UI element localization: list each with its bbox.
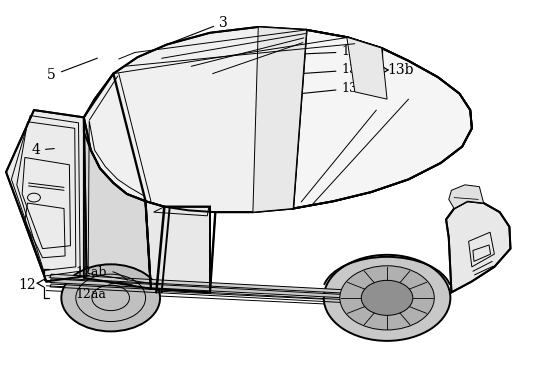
- Polygon shape: [449, 185, 484, 209]
- Circle shape: [324, 255, 450, 341]
- Polygon shape: [50, 279, 345, 298]
- Polygon shape: [84, 27, 472, 212]
- Polygon shape: [84, 117, 151, 289]
- Text: 12: 12: [19, 278, 37, 292]
- Text: 133: 133: [277, 63, 365, 76]
- Polygon shape: [293, 30, 472, 209]
- Polygon shape: [347, 37, 387, 99]
- Text: 13b: 13b: [387, 63, 414, 77]
- Polygon shape: [146, 201, 210, 292]
- Circle shape: [362, 280, 413, 315]
- Polygon shape: [6, 110, 87, 281]
- Text: 132: 132: [285, 82, 365, 95]
- Text: 134: 134: [272, 45, 365, 58]
- Polygon shape: [50, 274, 345, 293]
- Text: 3: 3: [169, 16, 228, 44]
- Polygon shape: [253, 27, 307, 212]
- Circle shape: [61, 264, 160, 331]
- Text: 4: 4: [31, 143, 54, 157]
- Polygon shape: [446, 201, 511, 292]
- Text: 12aa: 12aa: [76, 283, 132, 301]
- Text: 5: 5: [47, 58, 97, 82]
- Text: 12ab: 12ab: [76, 266, 128, 280]
- Circle shape: [340, 266, 434, 330]
